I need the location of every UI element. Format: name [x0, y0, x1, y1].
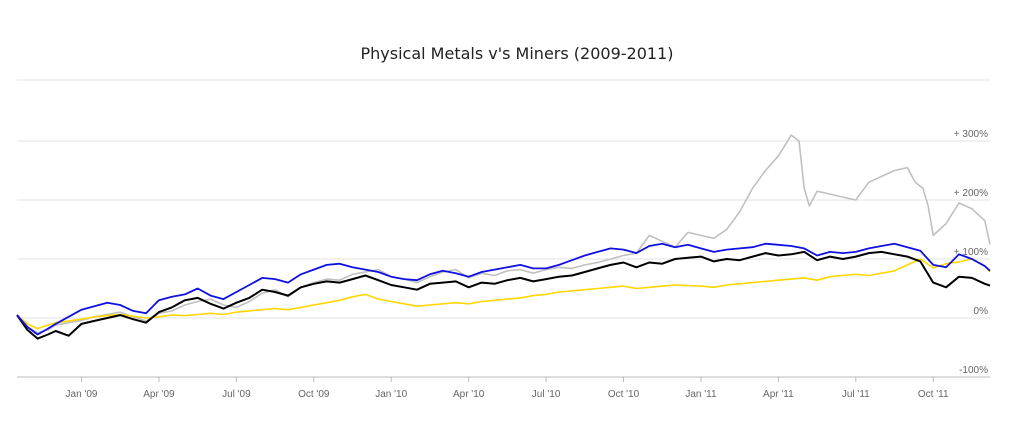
- x-tick-label: Jul '11: [842, 389, 870, 400]
- y-axis-ticks: + 300% + 200% + 100% 0% -100%: [954, 129, 988, 376]
- y-tick-label: -100%: [959, 365, 988, 376]
- x-tick-label: Apr '11: [763, 389, 794, 400]
- x-tick-label: Jul '09: [222, 389, 251, 400]
- x-tick-label: Oct '10: [608, 389, 640, 400]
- y-tick-label: + 300%: [954, 129, 988, 140]
- series-line-1: [16, 134, 991, 334]
- x-tick-label: Oct '11: [918, 389, 949, 400]
- chart-title: Physical Metals v's Miners (2009-2011): [360, 44, 674, 63]
- x-tick-label: Oct '09: [298, 389, 330, 400]
- series-line-3: [16, 250, 991, 340]
- y-tick-label: + 100%: [954, 247, 988, 258]
- series-layer: [16, 134, 991, 340]
- y-tick-label: + 200%: [954, 188, 988, 199]
- x-tick-label: Jan '10: [375, 389, 407, 400]
- x-tick-label: Jan '11: [685, 389, 717, 400]
- x-tick-label: Jul '10: [532, 389, 561, 400]
- y-tick-label: 0%: [974, 306, 989, 317]
- x-tick-label: Apr '10: [453, 389, 485, 400]
- series-line-4: [16, 242, 991, 336]
- x-tick-label: Apr '09: [143, 389, 175, 400]
- series-line-2: [16, 258, 991, 330]
- x-axis-ticks: Jan '09 Apr '09 Jul '09 Oct '09 Jan '10 Apr '…: [66, 377, 949, 400]
- x-tick-label: Jan '09: [66, 389, 98, 400]
- grid-layer: [17, 79, 990, 378]
